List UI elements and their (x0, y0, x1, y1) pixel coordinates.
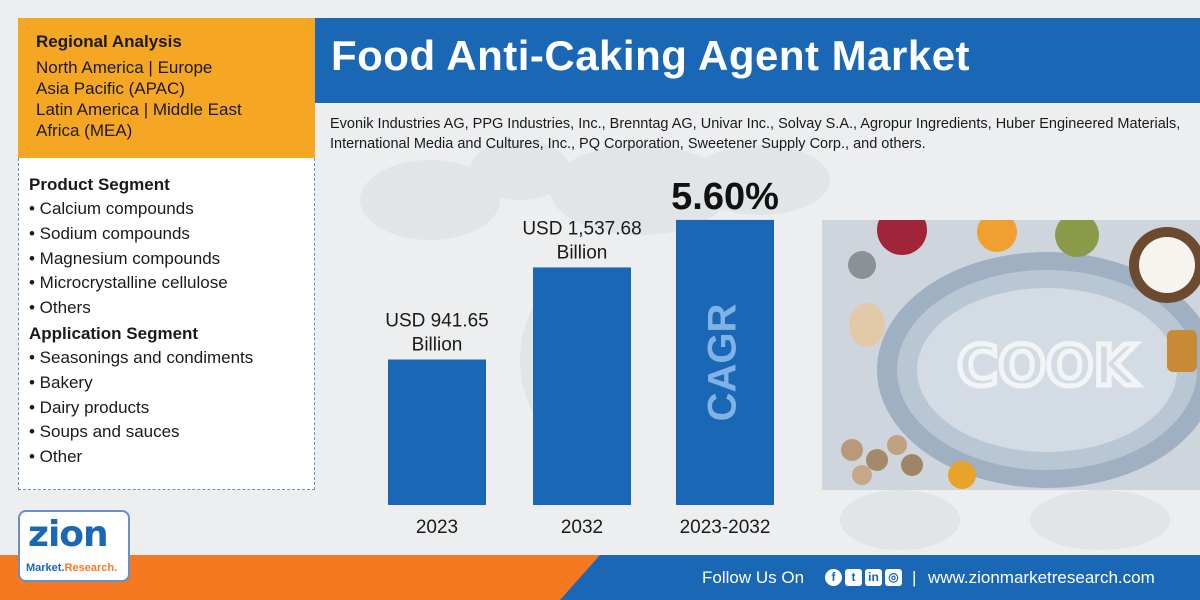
footer-divider: | (912, 568, 917, 587)
product-segment-title: Product Segment (29, 175, 170, 194)
cagr-value: 5.60% (671, 176, 779, 218)
x-tick-label: 2032 (561, 517, 603, 538)
x-tick-label: 2023-2032 (680, 517, 771, 538)
application-segment-item: • Seasonings and condiments (29, 347, 254, 367)
logo-wordmark: zion (28, 514, 109, 555)
market-size-chart: 2023 USD 941.65 Billion 2032 USD 1,537.68 Bil… (385, 176, 779, 538)
x-tick-label: 2023 (416, 517, 458, 538)
product-segment-item: • Sodium compounds (29, 223, 190, 243)
title-bar: Food Anti-Caking Agent Market (315, 18, 1200, 103)
twitter-icon[interactable]: t (845, 569, 862, 586)
region-line: Africa (MEA) (36, 121, 133, 140)
cagr-label: CAGR (701, 303, 745, 421)
food-photo: COOK (822, 220, 1200, 490)
data-label-unit: Billion (557, 242, 608, 263)
key-players-text: Evonik Industries AG, PPG Industries, In… (330, 116, 1181, 152)
bar-2023 (388, 359, 486, 505)
region-line: North America | Europe (36, 58, 213, 77)
product-segment-item: • Others (29, 298, 91, 318)
regional-analysis-title: Regional Analysis (36, 32, 182, 51)
cook-flour-text: COOK (957, 334, 1139, 399)
segments-box: Product Segment • Calcium compounds • So… (18, 158, 315, 490)
data-label-value: USD 1,537.68 (522, 218, 641, 239)
region-line: Asia Pacific (APAC) (36, 79, 185, 98)
product-segment-item: • Magnesium compounds (29, 248, 221, 268)
instagram-icon[interactable]: ◎ (885, 569, 902, 586)
bar-2023-2032 (676, 219, 774, 505)
application-segment-item: • Other (29, 447, 83, 467)
bar-2032 (533, 267, 631, 505)
product-segment-item: • Microcrystalline cellulose (29, 273, 228, 293)
product-segment-item: • Calcium compounds (29, 199, 194, 218)
data-label-value: USD 941.65 (385, 311, 489, 332)
facebook-icon[interactable]: f (825, 569, 842, 586)
regional-analysis-box: Regional Analysis North America | Europe… (18, 18, 315, 158)
follow-us-label: Follow Us On (702, 568, 805, 587)
page-title: Food Anti-Caking Agent Market (331, 32, 971, 79)
linkedin-icon[interactable]: in (865, 569, 882, 586)
data-label-unit: Billion (412, 335, 463, 356)
application-segment-title: Application Segment (29, 323, 199, 343)
website-link[interactable]: www.zionmarketresearch.com (928, 568, 1155, 587)
logo-subtitle: Market.Research. (26, 562, 118, 574)
application-segment-item: • Bakery (29, 372, 93, 392)
application-segment-item: • Soups and sauces (29, 422, 180, 442)
zion-logo: zion Market.Research. (18, 510, 130, 582)
region-line: Latin America | Middle East (36, 100, 242, 119)
social-icons: f t in ◎ (825, 569, 902, 586)
application-segment-item: • Dairy products (29, 397, 150, 417)
